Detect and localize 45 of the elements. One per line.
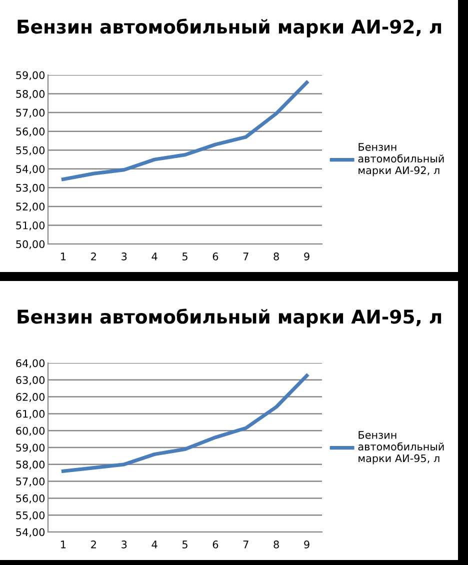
- x-tick-label: 8: [274, 252, 279, 260]
- y-tick-label: 59,00: [16, 444, 45, 453]
- x-tick-label: 3: [122, 252, 127, 260]
- y-tick-label: 55,00: [16, 146, 45, 156]
- x-tick-label: 2: [91, 540, 96, 548]
- y-tick-label: 64,00: [16, 359, 45, 368]
- legend-label: Бензин автомобильный марки АИ-92, л: [358, 143, 444, 176]
- y-tick-label: 52,00: [16, 202, 45, 212]
- x-tick-label: 4: [152, 252, 158, 260]
- x-tick-label: 8: [274, 540, 279, 548]
- y-tick-label: 56,00: [16, 128, 45, 136]
- x-tick-label: 2: [91, 252, 96, 260]
- chart-title: Бензин автомобильный марки АИ-95, л: [18, 308, 442, 328]
- x-tick-label: 4: [152, 540, 158, 548]
- x-tick-label: 3: [122, 540, 127, 548]
- x-tick-label: 1: [61, 540, 66, 548]
- y-tick-label: 57,00: [16, 108, 45, 118]
- x-tick-label: 9: [304, 252, 310, 260]
- y-tick-label: 50,00: [16, 240, 45, 250]
- x-tick-label: 5: [182, 540, 188, 548]
- y-tick-label: 54,00: [16, 528, 45, 538]
- y-tick-label: 53,00: [16, 184, 45, 193]
- legend-label: Бензин автомобильный марки АИ-95, л: [358, 431, 444, 464]
- x-tick-label: 9: [304, 540, 310, 548]
- y-tick-label: 56,00: [16, 494, 45, 504]
- y-tick-label: 58,00: [16, 90, 45, 99]
- x-tick-label: 6: [212, 540, 218, 548]
- y-tick-label: 61,00: [16, 410, 45, 419]
- x-tick-label: 1: [61, 252, 66, 260]
- y-tick-label: 63,00: [16, 376, 45, 386]
- x-tick-label: 7: [243, 252, 248, 260]
- y-tick-label: 57,00: [16, 478, 45, 486]
- x-tick-label: 7: [243, 540, 248, 548]
- chart-title: Бензин автомобильный марки АИ-92, л: [18, 18, 442, 38]
- line-series: [61, 80, 309, 182]
- line-series: [61, 374, 309, 473]
- y-tick-label: 51,00: [16, 221, 45, 230]
- y-tick-label: 60,00: [16, 426, 45, 436]
- y-tick-label: 54,00: [16, 165, 45, 174]
- x-tick-label: 5: [182, 252, 188, 260]
- y-tick-label: 58,00: [16, 460, 45, 470]
- x-tick-label: 6: [212, 252, 218, 260]
- y-tick-label: 55,00: [16, 511, 45, 520]
- y-tick-label: 62,00: [16, 393, 45, 402]
- y-tick-label: 59,00: [16, 71, 45, 80]
